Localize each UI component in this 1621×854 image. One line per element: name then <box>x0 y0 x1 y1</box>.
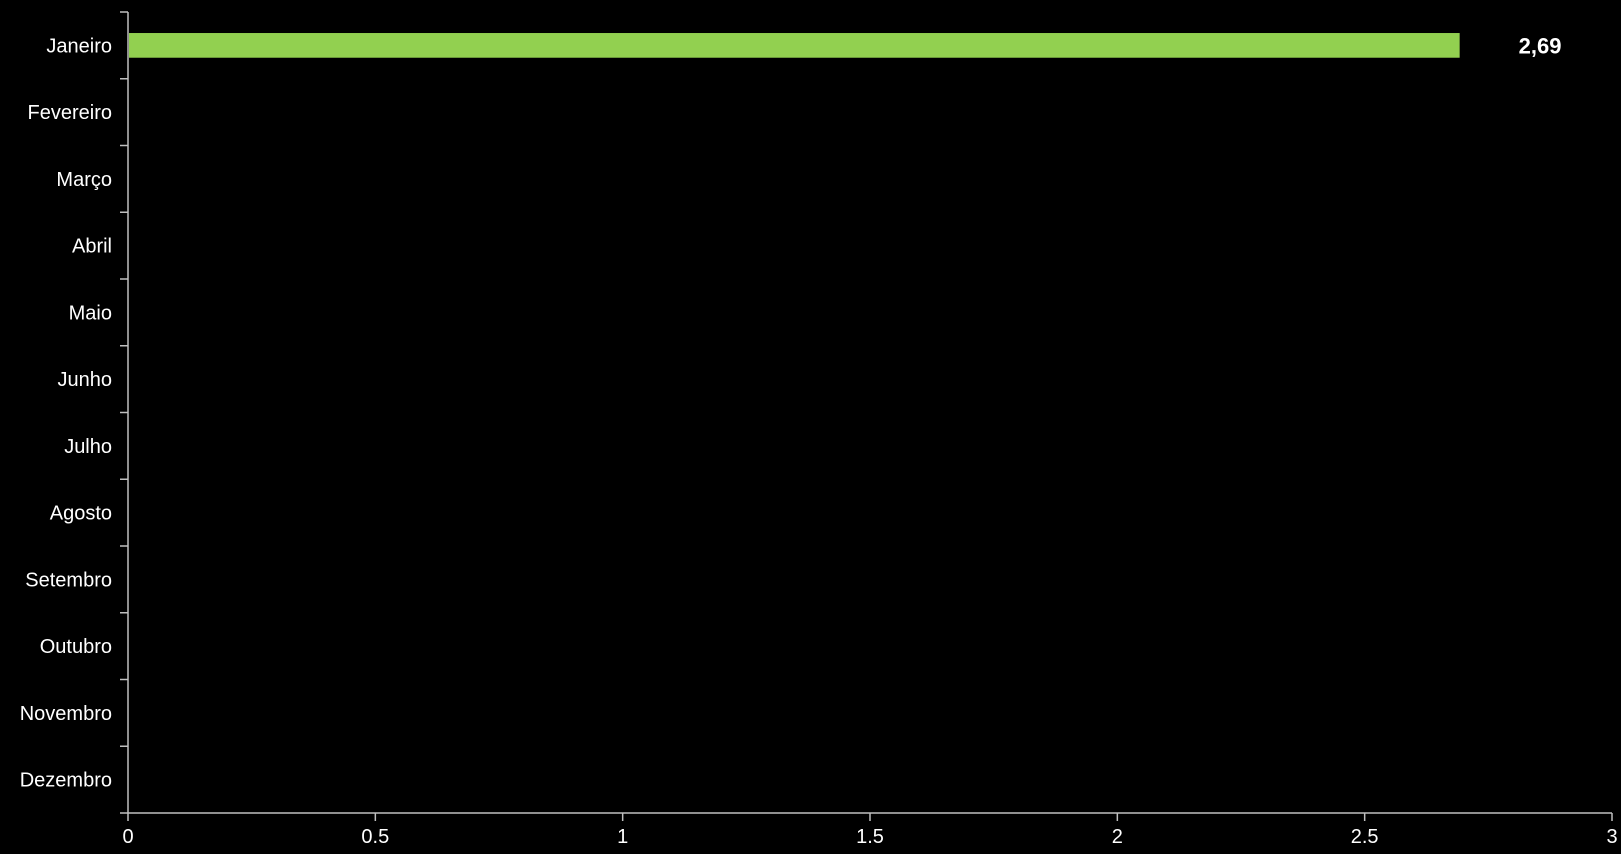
x-tick-label: 2 <box>1112 826 1123 848</box>
category-label: Abril <box>72 236 112 258</box>
category-label: Maio <box>69 302 112 324</box>
category-label: Setembro <box>25 569 112 591</box>
bar <box>129 33 1460 58</box>
category-label: Março <box>56 169 112 191</box>
x-tick-label: 0 <box>122 826 133 848</box>
category-label: Dezembro <box>20 770 112 792</box>
x-tick-label: 1 <box>617 826 628 848</box>
x-tick-label: 2.5 <box>1351 826 1379 848</box>
data-label: 2,69 <box>1519 33 1562 58</box>
category-label: Fevereiro <box>28 102 112 124</box>
category-label: Agosto <box>50 503 112 525</box>
category-label: Novembro <box>20 703 112 725</box>
x-tick-label: 1.5 <box>856 826 884 848</box>
x-tick-label: 3 <box>1606 826 1617 848</box>
labels: 0 0.5 1 1.5 2 2.5 3 Janeiro 2,69 Fevereiro Março Ab… <box>20 33 1618 848</box>
category-label: Outubro <box>40 636 112 658</box>
category-label: Junho <box>58 369 113 391</box>
category-label: Janeiro <box>46 35 112 57</box>
x-tick-label: 0.5 <box>361 826 389 848</box>
axes <box>120 11 1613 821</box>
category-label: Julho <box>64 436 112 458</box>
bars <box>129 33 1460 58</box>
